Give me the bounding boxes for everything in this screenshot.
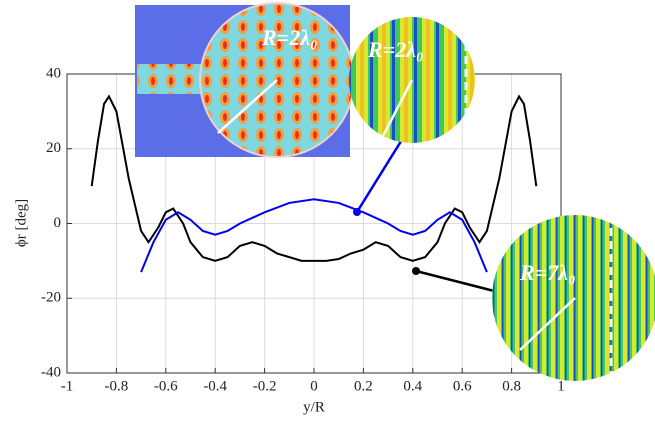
insets: R=2λ₀ R=2λ₀ R=7λ₀ bbox=[135, 2, 655, 381]
series-line bbox=[90, 94, 538, 262]
x-tick-label: -0.2 bbox=[253, 378, 277, 394]
x-tick-label: -1 bbox=[61, 378, 74, 394]
callout-line bbox=[415, 269, 499, 294]
y-tick-label: 0 bbox=[54, 215, 62, 231]
x-tick-label: 0.6 bbox=[453, 378, 472, 394]
x-axis-label: y/R bbox=[303, 399, 325, 415]
radius-arrow bbox=[380, 79, 414, 139]
x-tick-label: -0.8 bbox=[105, 378, 129, 394]
x-tick-label: -0.4 bbox=[203, 378, 227, 394]
inset-beam bbox=[137, 64, 207, 94]
y-tick-label: 20 bbox=[46, 140, 61, 156]
y-tick-label: 40 bbox=[46, 65, 61, 81]
x-tick-label: -0.6 bbox=[154, 378, 178, 394]
x-tick-label: 1 bbox=[557, 378, 565, 394]
annotation: R=2λ₀ bbox=[261, 25, 318, 50]
callout-line bbox=[355, 129, 410, 213]
callout-dot bbox=[412, 267, 420, 275]
radius-arrow bbox=[519, 297, 576, 351]
x-tick-label: 0 bbox=[310, 378, 318, 394]
y-axis-label: ϕr [deg] bbox=[13, 199, 29, 247]
x-tick-label: 0.8 bbox=[502, 378, 521, 394]
annotation: R=2λ₀ bbox=[367, 37, 424, 62]
callout-dot bbox=[353, 208, 361, 216]
x-tick-label: 0.4 bbox=[403, 378, 422, 394]
x-tick-label: 0.2 bbox=[354, 378, 373, 394]
annotation: R=7λ₀ bbox=[519, 260, 576, 285]
series-line bbox=[140, 198, 488, 273]
y-tick-label: -20 bbox=[41, 290, 61, 306]
y-tick-label: -40 bbox=[41, 364, 61, 380]
radius-arrow bbox=[217, 79, 278, 134]
